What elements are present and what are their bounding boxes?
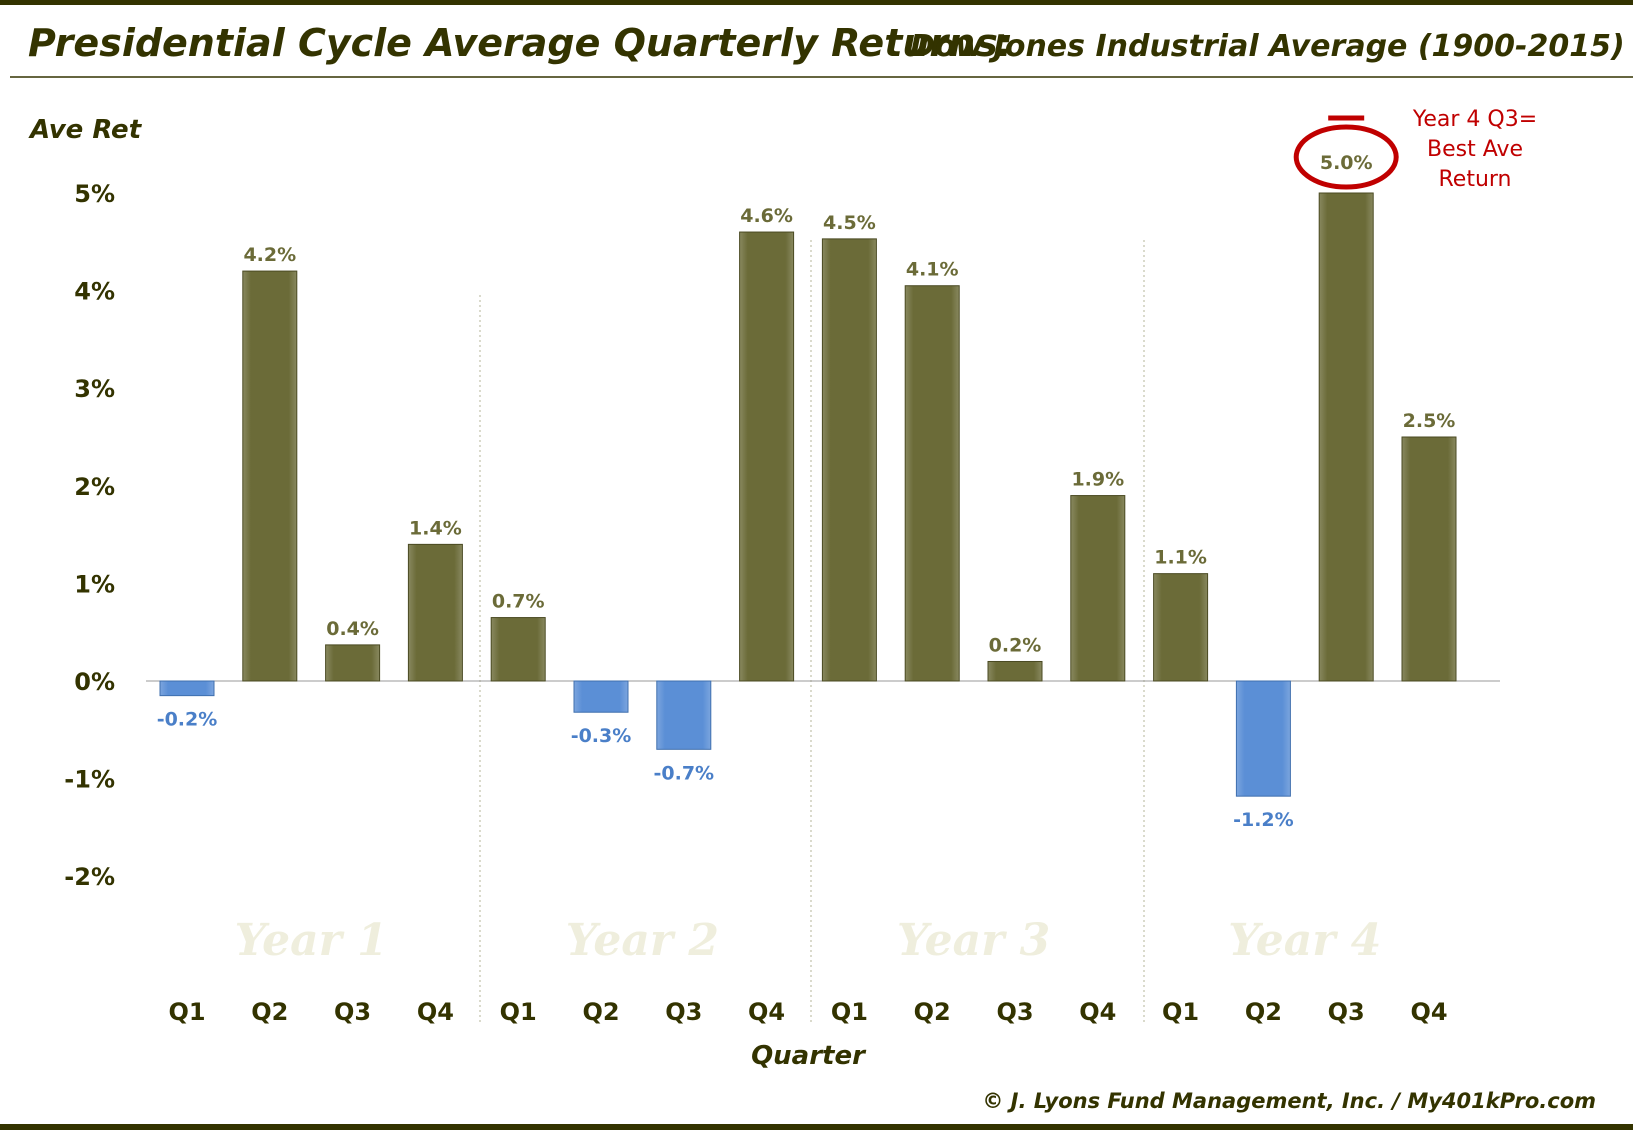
x-tick-label: Q4	[1079, 998, 1116, 1026]
data-label: -1.2%	[1233, 809, 1294, 831]
bar	[1401, 436, 1457, 682]
year-watermark: Year 1	[235, 915, 388, 966]
bottom-border	[0, 1124, 1633, 1130]
top-border	[0, 0, 1633, 5]
data-label: 4.6%	[740, 205, 793, 227]
data-label: -0.7%	[654, 762, 715, 784]
bar	[821, 238, 877, 682]
y-tick-label: 1%	[74, 570, 115, 598]
bar	[242, 270, 298, 682]
annotation-text: Year 4 Q3=	[1412, 107, 1537, 132]
chart-title: Presidential Cycle Average Quarterly Ret…	[28, 21, 1013, 65]
x-tick-label: Q2	[1245, 998, 1282, 1026]
x-tick-label: Q4	[748, 998, 785, 1026]
bar	[1153, 573, 1209, 682]
bar	[407, 543, 463, 682]
bar	[1235, 680, 1291, 797]
bar	[1070, 495, 1126, 682]
bar	[573, 680, 629, 713]
bar	[739, 231, 795, 682]
year-watermark: Year 2	[566, 915, 719, 966]
data-label: 4.2%	[243, 244, 296, 266]
y-tick-label: 3%	[74, 375, 115, 403]
bar	[159, 680, 215, 697]
x-tick-label: Q4	[1410, 998, 1447, 1026]
annotation-text: Return	[1438, 167, 1511, 192]
x-tick-label: Q1	[168, 998, 205, 1026]
x-tick-label: Q2	[251, 998, 288, 1026]
data-label: 4.5%	[823, 212, 876, 234]
chart-subtitle: Dow Jones Industrial Average (1900-2015)	[910, 29, 1625, 64]
bar	[656, 680, 712, 750]
data-label: -0.3%	[571, 725, 632, 747]
data-label: 4.1%	[906, 259, 959, 281]
footer-credit: © J. Lyons Fund Management, Inc. / My401…	[982, 1089, 1596, 1113]
x-tick-label: Q3	[334, 998, 371, 1026]
best-return-annotation: Year 4 Q3= Best Ave Return	[1293, 107, 1537, 192]
y-tick-label: -1%	[64, 766, 115, 794]
bar	[987, 660, 1043, 682]
data-label: 0.7%	[492, 591, 545, 613]
bar	[325, 644, 381, 682]
year-watermark: Year 4	[1228, 915, 1381, 966]
year-watermark: Year 3	[897, 915, 1050, 966]
x-tick-label: Q2	[914, 998, 951, 1026]
x-axis-label: Quarter	[751, 1041, 867, 1071]
x-tick-label: Q1	[500, 998, 537, 1026]
y-tick-label: 2%	[74, 473, 115, 501]
data-label: 1.1%	[1154, 547, 1207, 569]
data-label: 0.4%	[326, 618, 379, 640]
x-tick-label: Q2	[582, 998, 619, 1026]
bar	[490, 617, 546, 682]
y-tick-label: 4%	[74, 278, 115, 306]
data-label: 1.9%	[1071, 469, 1124, 491]
y-axis-label: Ave Ret	[28, 115, 143, 145]
y-tick-label: 0%	[74, 668, 115, 696]
data-label: 1.4%	[409, 517, 462, 539]
highlight-circle	[1293, 124, 1399, 190]
data-label: 0.2%	[989, 634, 1042, 656]
data-label: -0.2%	[157, 709, 218, 731]
x-tick-label: Q3	[665, 998, 702, 1026]
y-tick-label: 5%	[74, 180, 115, 208]
bar	[1318, 192, 1374, 682]
x-tick-label: Q1	[1162, 998, 1199, 1026]
x-tick-label: Q3	[996, 998, 1033, 1026]
x-tick-label: Q4	[417, 998, 454, 1026]
y-tick-label: -2%	[64, 863, 115, 891]
data-label: 2.5%	[1403, 410, 1456, 432]
annotation-text: Best Ave	[1427, 137, 1523, 162]
data-label: 5.0%	[1320, 152, 1373, 174]
x-tick-label: Q1	[831, 998, 868, 1026]
x-tick-label: Q3	[1328, 998, 1365, 1026]
bar	[904, 285, 960, 682]
